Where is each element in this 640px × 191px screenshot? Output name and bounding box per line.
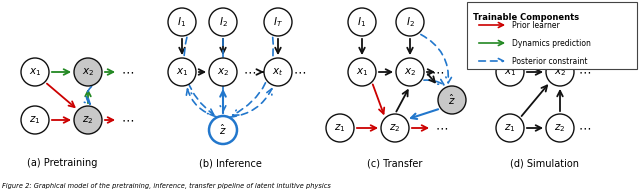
Text: (b) Inference: (b) Inference	[198, 158, 261, 168]
Circle shape	[21, 106, 49, 134]
Circle shape	[546, 58, 574, 86]
Circle shape	[381, 114, 409, 142]
Text: Trainable Components: Trainable Components	[473, 13, 579, 22]
Text: Figure 2: Graphical model of the pretraining, inference, transfer pipeline of la: Figure 2: Graphical model of the pretrai…	[2, 183, 331, 189]
Text: $I_1$: $I_1$	[177, 15, 186, 29]
Circle shape	[209, 116, 237, 144]
Text: $\cdots$: $\cdots$	[431, 66, 445, 79]
Text: Prior learner: Prior learner	[512, 20, 560, 29]
Text: Dynamics prediction: Dynamics prediction	[512, 39, 591, 48]
Text: (c) Transfer: (c) Transfer	[367, 158, 422, 168]
Circle shape	[396, 8, 424, 36]
Text: $I_2$: $I_2$	[218, 15, 227, 29]
Text: $z_1$: $z_1$	[334, 122, 346, 134]
Text: $\cdots$: $\cdots$	[579, 66, 591, 79]
Text: $\cdots$: $\cdots$	[243, 66, 257, 79]
Circle shape	[348, 8, 376, 36]
Text: $z_2$: $z_2$	[554, 122, 566, 134]
Circle shape	[326, 114, 354, 142]
Text: $\cdots$: $\cdots$	[122, 113, 134, 126]
Text: $I_1$: $I_1$	[358, 15, 367, 29]
Circle shape	[348, 58, 376, 86]
Circle shape	[168, 8, 196, 36]
Text: $I_T$: $I_T$	[273, 15, 283, 29]
Text: $\hat{z}$: $\hat{z}$	[448, 93, 456, 107]
FancyBboxPatch shape	[467, 2, 637, 69]
Text: $x_1$: $x_1$	[504, 66, 516, 78]
Circle shape	[496, 58, 524, 86]
Circle shape	[21, 58, 49, 86]
Circle shape	[264, 58, 292, 86]
Circle shape	[74, 106, 102, 134]
Text: $x_2$: $x_2$	[404, 66, 416, 78]
Circle shape	[74, 58, 102, 86]
Text: $\cdots$: $\cdots$	[294, 66, 307, 79]
Text: (a) Pretraining: (a) Pretraining	[27, 158, 97, 168]
Text: $x_t$: $x_t$	[272, 66, 284, 78]
Text: Posterior constraint: Posterior constraint	[512, 57, 588, 66]
Text: $\hat{z}$: $\hat{z}$	[219, 123, 227, 137]
Text: $x_2$: $x_2$	[217, 66, 229, 78]
Text: $z_1$: $z_1$	[29, 114, 41, 126]
Text: $\cdots$: $\cdots$	[435, 121, 449, 134]
Text: (d) Simulation: (d) Simulation	[511, 158, 579, 168]
Circle shape	[209, 8, 237, 36]
Circle shape	[168, 58, 196, 86]
Text: $x_1$: $x_1$	[176, 66, 188, 78]
Circle shape	[496, 114, 524, 142]
Text: $x_1$: $x_1$	[29, 66, 41, 78]
Circle shape	[438, 86, 466, 114]
Circle shape	[546, 114, 574, 142]
Text: $I_2$: $I_2$	[406, 15, 415, 29]
Text: $z_1$: $z_1$	[504, 122, 516, 134]
Circle shape	[264, 8, 292, 36]
Text: $\cdots$: $\cdots$	[579, 121, 591, 134]
Text: $z_2$: $z_2$	[83, 114, 93, 126]
Text: $\cdots$: $\cdots$	[122, 66, 134, 79]
Circle shape	[209, 58, 237, 86]
Text: $x_2$: $x_2$	[554, 66, 566, 78]
Text: $x_1$: $x_1$	[356, 66, 368, 78]
Circle shape	[396, 58, 424, 86]
Text: $z_2$: $z_2$	[389, 122, 401, 134]
Text: $x_2$: $x_2$	[82, 66, 94, 78]
